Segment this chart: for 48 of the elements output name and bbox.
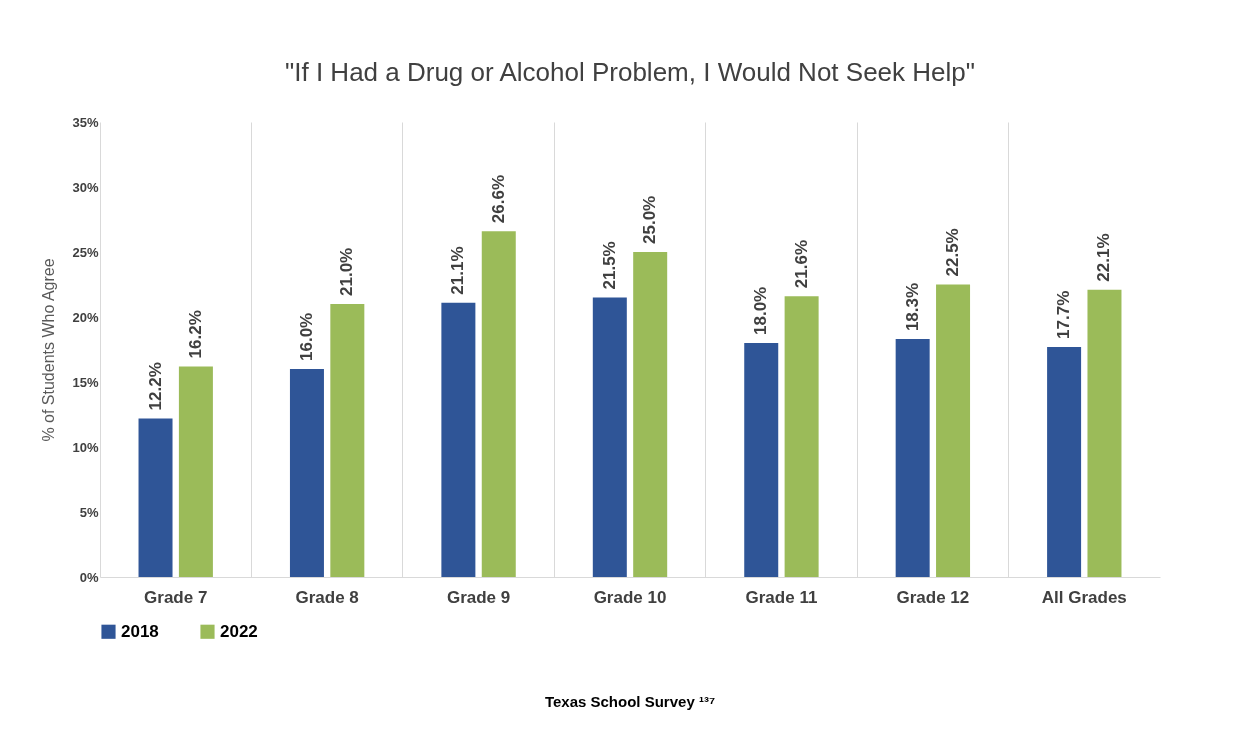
x-tick-label: All Grades	[1041, 587, 1127, 607]
bar	[895, 339, 930, 577]
data-label: 22.1%	[1094, 233, 1114, 282]
legend-label: 2022	[220, 621, 258, 641]
data-label: 22.5%	[943, 228, 963, 277]
bar	[784, 296, 819, 577]
bar	[936, 284, 971, 577]
data-label: 21.0%	[337, 247, 357, 296]
bar	[441, 302, 476, 577]
data-label: 16.2%	[185, 310, 205, 359]
x-tick-label: Grade 7	[144, 587, 208, 607]
x-tick-label: Grade 8	[295, 587, 359, 607]
bar	[1047, 346, 1082, 577]
data-label: 18.0%	[751, 286, 771, 335]
y-tick-label: 15%	[72, 374, 99, 390]
y-tick-label: 5%	[79, 504, 99, 520]
chart-title: "If I Had a Drug or Alcohol Problem, I Would Not Seek Help"	[285, 57, 975, 87]
data-label: 26.6%	[488, 175, 508, 224]
data-label: 17.7%	[1054, 290, 1074, 339]
y-tick-label: 0%	[79, 569, 99, 585]
y-tick-label: 25%	[72, 244, 99, 260]
y-tick-label: 30%	[72, 179, 99, 195]
text: Texas School Survey ¹³⁷	[544, 693, 716, 710]
data-label: 21.1%	[448, 246, 468, 295]
y-tick-label: 35%	[72, 114, 99, 130]
x-tick-label: Grade 9	[446, 587, 511, 607]
data-label: 12.2%	[145, 362, 165, 411]
bar	[289, 369, 324, 577]
y-tick-label: 10%	[72, 439, 99, 455]
bar	[138, 418, 173, 577]
bar	[744, 343, 779, 577]
bar	[633, 252, 668, 577]
y-tick-label: 20%	[72, 309, 99, 325]
bar	[178, 366, 213, 577]
x-tick-label: Grade 12	[896, 587, 970, 607]
legend-label: 2018	[121, 621, 159, 641]
x-tick-label: Grade 11	[745, 587, 818, 607]
bar	[592, 297, 627, 577]
data-label: 21.6%	[791, 240, 811, 289]
data-label: 21.5%	[599, 241, 619, 290]
data-label: 25.0%	[640, 195, 660, 244]
y-axis-title: % of Students Who Agree	[40, 258, 58, 442]
data-label: 18.3%	[902, 282, 922, 332]
bar	[481, 231, 516, 577]
data-label: 16.0%	[296, 312, 316, 361]
bar	[330, 304, 365, 577]
x-tick-label: Grade 10	[593, 587, 667, 607]
bar	[1087, 289, 1122, 577]
